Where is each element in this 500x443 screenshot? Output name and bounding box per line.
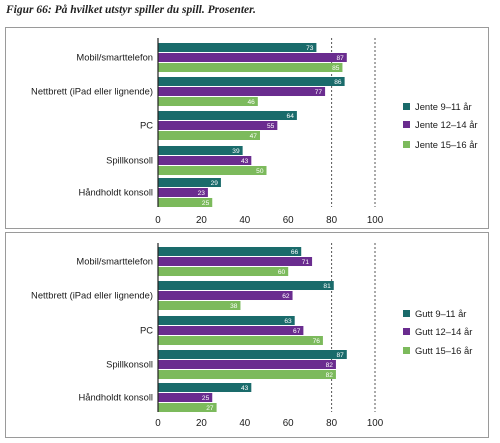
data-label: 67 — [293, 328, 301, 335]
legend-label: Jente 15–16 år — [415, 139, 478, 150]
legend-swatch — [403, 141, 410, 148]
data-label: 86 — [334, 79, 342, 86]
data-label: 23 — [198, 190, 206, 197]
data-label: 62 — [282, 293, 290, 300]
legend-swatch — [403, 328, 410, 335]
bar — [158, 393, 213, 402]
data-label: 73 — [306, 45, 314, 52]
data-label: 27 — [206, 405, 214, 412]
data-label: 25 — [202, 395, 210, 402]
legend-label: Jente 9–11 år — [415, 101, 472, 112]
category-label: Håndholdt konsoll — [78, 392, 153, 403]
bar — [158, 77, 345, 86]
data-label: 55 — [267, 123, 275, 130]
bar — [158, 166, 267, 175]
bar — [158, 301, 241, 310]
x-tick-label: 0 — [155, 215, 161, 226]
category-label: Nettbrett (iPad eller lignende) — [31, 86, 153, 97]
x-tick-label: 20 — [196, 418, 207, 429]
chart-girls: 73 87 85 Mobil/smarttelefon 86 77 46 Nettbrett … — [31, 38, 478, 226]
bar — [158, 188, 208, 197]
category-label: PC — [140, 120, 153, 131]
data-label: 82 — [326, 362, 334, 369]
x-tick-label: 80 — [326, 215, 337, 226]
data-label: 63 — [284, 318, 292, 325]
bar — [158, 43, 317, 52]
category-label: Nettbrett (iPad eller lignende) — [31, 290, 153, 301]
x-tick-label: 100 — [367, 215, 384, 226]
bar — [158, 257, 313, 266]
bar — [158, 326, 304, 335]
data-label: 46 — [247, 99, 255, 106]
data-label: 38 — [230, 303, 238, 310]
x-tick-label: 60 — [283, 418, 294, 429]
data-label: 25 — [202, 200, 210, 207]
bar — [158, 53, 347, 62]
x-tick-label: 0 — [155, 418, 161, 429]
data-label: 85 — [332, 65, 340, 72]
category-label: Spillkonsoll — [106, 155, 153, 166]
x-tick-label: 80 — [326, 418, 337, 429]
category-label: PC — [140, 325, 153, 336]
data-label: 50 — [256, 168, 264, 175]
x-tick-label: 100 — [367, 418, 384, 429]
data-label: 64 — [287, 113, 295, 120]
bar — [158, 63, 343, 72]
x-tick-label: 20 — [196, 215, 207, 226]
legend-label: Gutt 9–11 år — [415, 308, 466, 319]
bar — [158, 403, 217, 412]
legend-swatch — [403, 310, 410, 317]
data-label: 43 — [241, 158, 249, 165]
chart-panel-boys: 66 71 60 Mobil/smarttelefon 81 62 38 Nettbrett … — [5, 232, 489, 438]
bar — [158, 178, 221, 187]
bar — [158, 247, 302, 256]
data-label: 47 — [250, 133, 258, 140]
category-label: Mobil/smarttelefon — [76, 256, 153, 267]
category-label: Spillkonsoll — [106, 359, 153, 370]
bar — [158, 131, 260, 140]
data-label: 82 — [326, 372, 334, 379]
bar — [158, 146, 243, 155]
category-label: Mobil/smarttelefon — [76, 52, 153, 63]
data-label: 87 — [336, 55, 344, 62]
bar — [158, 111, 297, 120]
category-label: Håndholdt konsoll — [78, 187, 153, 198]
data-label: 87 — [336, 352, 344, 359]
data-label: 60 — [278, 269, 286, 276]
bar — [158, 281, 334, 290]
data-label: 76 — [313, 338, 321, 345]
bar — [158, 350, 347, 359]
bar — [158, 267, 289, 276]
bar — [158, 121, 278, 130]
bar — [158, 383, 252, 392]
bar — [158, 370, 336, 379]
data-label: 77 — [315, 89, 323, 96]
data-label: 71 — [302, 259, 310, 266]
data-label: 39 — [232, 148, 240, 155]
bar — [158, 156, 252, 165]
x-tick-label: 60 — [283, 215, 294, 226]
legend-label: Gutt 12–14 år — [415, 326, 472, 337]
bar — [158, 316, 295, 325]
data-label: 29 — [211, 180, 219, 187]
bar — [158, 198, 213, 207]
figure-title: Figur 66: På hvilket utstyr spiller du s… — [6, 4, 256, 16]
x-tick-label: 40 — [239, 215, 250, 226]
legend-swatch — [403, 103, 410, 110]
x-tick-label: 40 — [239, 418, 250, 429]
data-label: 66 — [291, 249, 299, 256]
bar — [158, 360, 336, 369]
bar — [158, 336, 323, 345]
legend-label: Gutt 15–16 år — [415, 345, 472, 356]
bar — [158, 87, 326, 96]
legend-swatch — [403, 347, 410, 354]
legend-label: Jente 12–14 år — [415, 119, 478, 130]
legend-swatch — [403, 121, 410, 128]
bar — [158, 291, 293, 300]
bar — [158, 97, 258, 106]
data-label: 81 — [323, 283, 331, 290]
chart-panel-girls: 73 87 85 Mobil/smarttelefon 86 77 46 Nettbrett … — [5, 27, 489, 229]
data-label: 43 — [241, 385, 249, 392]
